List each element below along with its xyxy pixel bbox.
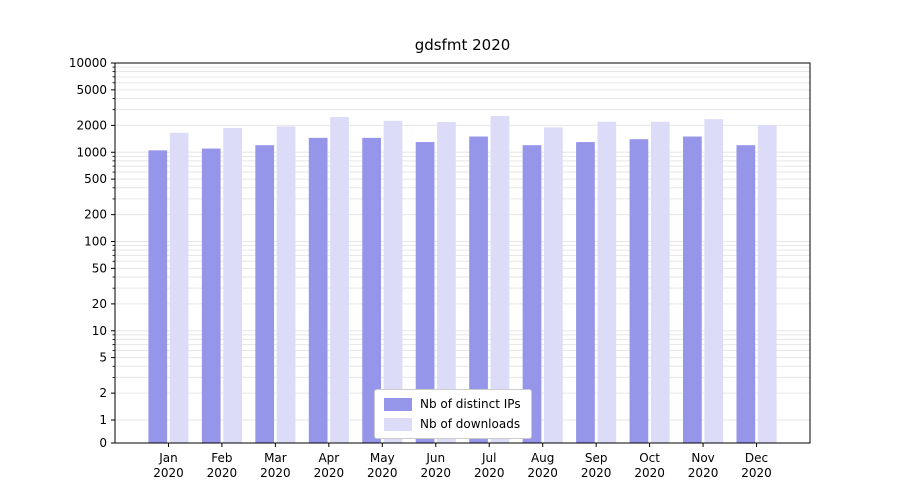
x-tick-label-year: 2020 <box>260 466 291 480</box>
bar-feb-downloads <box>223 127 242 444</box>
x-tick-label-year: 2020 <box>420 466 451 480</box>
x-tick-label-month: Feb <box>211 451 232 465</box>
x-tick-label-month: Jul <box>481 451 496 465</box>
bar-nov-distinct-ips <box>683 136 702 443</box>
x-tick-label-month: Nov <box>691 451 714 465</box>
bar-jun-downloads <box>437 122 456 443</box>
bar-oct-distinct-ips <box>629 139 649 443</box>
bar-apr-distinct-ips <box>308 137 328 443</box>
legend-swatch-distinct-ips <box>384 397 412 411</box>
x-tick-label-year: 2020 <box>153 466 184 480</box>
x-tick-label-month: Jan <box>158 451 178 465</box>
x-tick-label-month: Dec <box>745 451 768 465</box>
y-tick-label: 5000 <box>76 83 107 97</box>
x-tick-label-year: 2020 <box>207 466 238 480</box>
bar-jun-distinct-ips <box>415 142 435 443</box>
bar-mar-distinct-ips <box>255 145 275 443</box>
x-tick-label-year: 2020 <box>474 466 505 480</box>
chart-title: gdsfmt 2020 <box>414 36 511 54</box>
legend-item-downloads: Nb of downloads <box>384 417 521 431</box>
x-tick-label-month: Sep <box>585 451 608 465</box>
x-tick-label-year: 2020 <box>581 466 612 480</box>
legend-swatch-downloads <box>384 417 412 431</box>
y-tick-label: 50 <box>92 261 107 275</box>
x-tick-label-month: May <box>370 451 395 465</box>
y-tick-label: 200 <box>84 208 107 222</box>
bar-oct-downloads <box>650 121 670 443</box>
bar-apr-downloads <box>330 117 349 444</box>
y-tick-label: 100 <box>84 235 107 249</box>
bar-dec-distinct-ips <box>736 145 756 443</box>
bar-nov-downloads <box>704 119 724 443</box>
x-tick-label-year: 2020 <box>688 466 719 480</box>
x-tick-label-month: Jun <box>425 451 445 465</box>
y-tick-label: 2 <box>99 386 107 400</box>
legend: Nb of distinct IPs Nb of downloads <box>374 389 532 439</box>
legend-label-distinct-ips: Nb of distinct IPs <box>420 397 521 411</box>
y-tick-label: 500 <box>84 172 107 186</box>
bar-sep-distinct-ips <box>576 142 595 443</box>
bar-aug-distinct-ips <box>522 145 542 443</box>
legend-item-distinct-ips: Nb of distinct IPs <box>384 397 521 411</box>
legend-label-downloads: Nb of downloads <box>420 417 521 431</box>
x-tick-label-year: 2020 <box>314 466 345 480</box>
y-tick-label: 2000 <box>76 118 107 132</box>
y-tick-label: 1 <box>99 413 107 427</box>
bar-sep-downloads <box>597 121 617 443</box>
x-tick-label-month: Oct <box>639 451 660 465</box>
bar-jan-downloads <box>169 132 189 443</box>
bar-jan-distinct-ips <box>148 150 168 444</box>
x-tick-label-year: 2020 <box>367 466 398 480</box>
bar-mar-downloads <box>276 126 296 444</box>
bar-may-distinct-ips <box>362 137 381 443</box>
x-tick-label-year: 2020 <box>527 466 558 480</box>
plot-border <box>114 62 811 444</box>
bar-jul-distinct-ips <box>469 136 488 443</box>
y-tick-label: 5 <box>99 351 107 365</box>
bar-feb-distinct-ips <box>201 148 221 443</box>
y-tick-label: 10 <box>92 324 107 338</box>
bar-aug-downloads <box>544 127 563 444</box>
bar-dec-downloads <box>757 125 777 443</box>
x-tick-label-month: Aug <box>531 451 554 465</box>
x-tick-label-month: Mar <box>264 451 287 465</box>
y-tick-label: 10000 <box>69 56 107 70</box>
x-tick-label-year: 2020 <box>741 466 772 480</box>
bar-jul-downloads <box>490 115 510 443</box>
y-tick-label: 0 <box>99 436 107 450</box>
y-tick-label: 20 <box>92 297 107 311</box>
bar-may-downloads <box>383 120 403 443</box>
x-tick-label-year: 2020 <box>634 466 665 480</box>
x-tick-label-month: Apr <box>318 451 339 465</box>
y-tick-label: 1000 <box>76 145 107 159</box>
